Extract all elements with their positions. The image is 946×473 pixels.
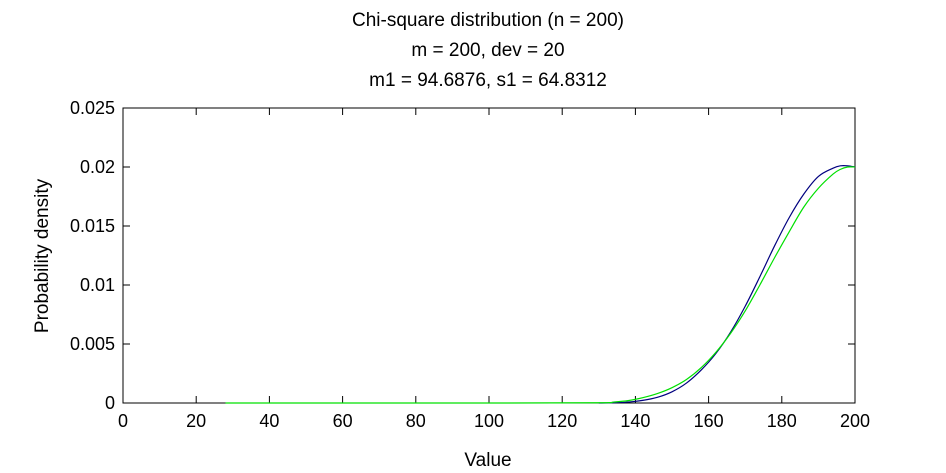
x-tick-label: 200 [840, 411, 870, 431]
x-tick-label: 160 [694, 411, 724, 431]
series-layer [225, 164, 856, 404]
chart-title: Chi-square distribution (n = 200) m = 20… [352, 10, 624, 91]
y-tick-label: 0.02 [80, 157, 115, 177]
y-tick-label: 0 [105, 393, 115, 413]
x-axis-label: Value [464, 450, 511, 471]
x-tick-label: 40 [259, 411, 279, 431]
x-tick-label: 100 [474, 411, 504, 431]
x-tick-label: 120 [547, 411, 577, 431]
title-line-1: Chi-square distribution (n = 200) [352, 10, 624, 31]
title-line-3: m1 = 94.6876, s1 = 64.8312 [369, 70, 607, 91]
x-axis: 0 20 40 60 80 100 120 140 160 180 200 [118, 108, 870, 431]
x-tick-label: 80 [406, 411, 426, 431]
y-axis: 0 0.005 0.01 0.015 0.02 0.025 [70, 98, 855, 413]
x-tick-label: 0 [118, 411, 128, 431]
x-tick-label: 20 [186, 411, 206, 431]
y-tick-label: 0.01 [80, 275, 115, 295]
y-tick-label: 0.005 [70, 334, 115, 354]
y-axis-label: Probability density [32, 178, 53, 333]
x-tick-label: 180 [767, 411, 797, 431]
plot-area [122, 107, 856, 404]
y-tick-label: 0.025 [70, 98, 115, 118]
x-tick-label: 60 [333, 411, 353, 431]
y-tick-label: 0.015 [70, 216, 115, 236]
series-line-1 [598, 164, 856, 404]
x-tick-label: 140 [620, 411, 650, 431]
series-line-2 [225, 166, 856, 404]
title-line-2: m = 200, dev = 20 [411, 40, 564, 61]
